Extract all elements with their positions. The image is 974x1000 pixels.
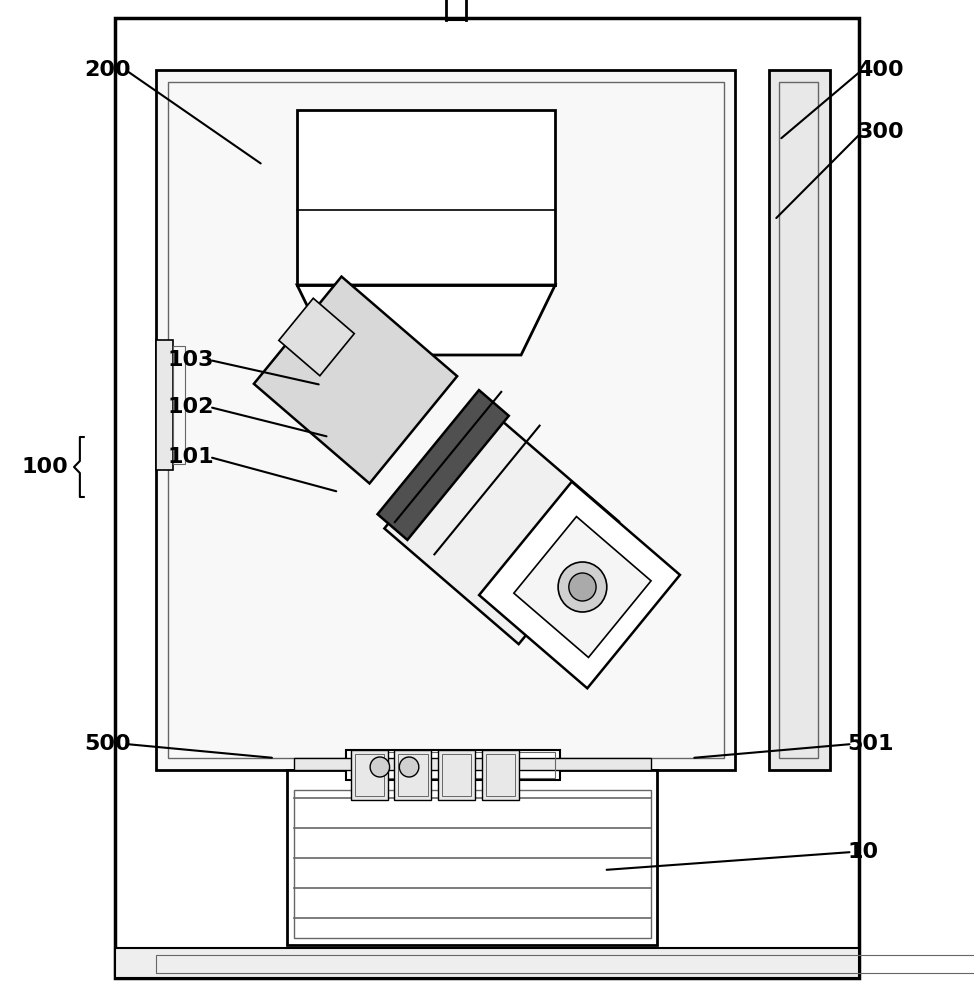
Bar [438, 750, 475, 800]
Text: 101: 101 [168, 447, 214, 467]
Circle shape [370, 757, 390, 777]
Polygon shape [479, 482, 680, 688]
Text: 10: 10 [847, 842, 879, 862]
Bar [294, 758, 651, 770]
Bar [168, 82, 724, 758]
Bar [351, 750, 388, 800]
Bar [779, 82, 818, 758]
Bar [355, 754, 384, 796]
Polygon shape [279, 298, 355, 376]
Text: 400: 400 [857, 60, 904, 80]
Bar [115, 948, 859, 978]
Circle shape [569, 573, 596, 601]
Bar [173, 346, 185, 464]
Bar [287, 770, 657, 945]
Bar [394, 750, 431, 800]
Bar [442, 754, 471, 796]
Bar [351, 752, 555, 778]
Bar [482, 750, 519, 800]
Polygon shape [254, 277, 457, 483]
Bar [156, 70, 735, 770]
Circle shape [558, 562, 607, 612]
Bar [346, 750, 560, 780]
Bar [297, 110, 555, 285]
Bar [115, 18, 859, 978]
Text: 102: 102 [168, 397, 214, 417]
Text: 500: 500 [84, 734, 131, 754]
Text: 200: 200 [84, 60, 131, 80]
Text: 300: 300 [857, 122, 904, 142]
Polygon shape [297, 285, 555, 355]
Bar [294, 790, 651, 938]
Bar [486, 754, 515, 796]
Text: 501: 501 [847, 734, 894, 754]
Polygon shape [514, 517, 651, 657]
Bar [156, 340, 173, 470]
Bar [769, 70, 830, 770]
Circle shape [399, 757, 419, 777]
Bar [398, 754, 428, 796]
Bar [156, 955, 974, 973]
Polygon shape [385, 406, 618, 644]
Text: 103: 103 [168, 350, 214, 370]
Text: 100: 100 [21, 457, 68, 477]
Polygon shape [378, 390, 508, 540]
